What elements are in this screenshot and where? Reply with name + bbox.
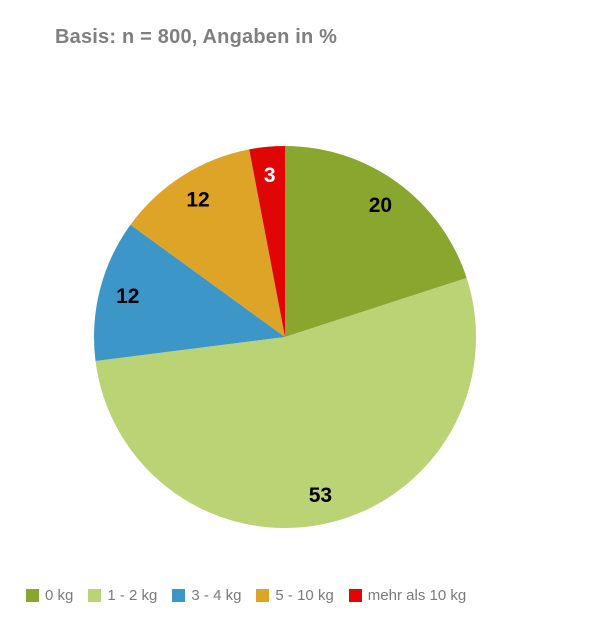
legend-swatch-icon xyxy=(348,589,362,602)
chart-legend: 0 kg 1 - 2 kg 3 - 4 kg 5 - 10 kg mehr als 10… xyxy=(26,587,466,604)
legend-label: 3 - 4 kg xyxy=(191,587,242,604)
legend-label: 1 - 2 kg xyxy=(107,587,158,604)
slice-value-label: 3 xyxy=(264,164,276,187)
slice-value-label: 20 xyxy=(369,194,392,217)
legend-label: 0 kg xyxy=(45,587,74,604)
pie-slice-3---4-kg xyxy=(94,224,285,361)
slice-value-label: 12 xyxy=(186,188,209,211)
legend-item-0-kg: 0 kg xyxy=(26,587,73,604)
legend-label: 5 - 10 kg xyxy=(275,587,334,604)
legend-swatch-icon xyxy=(88,589,102,602)
chart-title: Basis: n = 800, Angaben in % xyxy=(55,26,338,48)
legend-label: mehr als 10 kg xyxy=(367,587,467,604)
slice-value-label: 12 xyxy=(116,285,139,308)
pie-slice-1---2-kg xyxy=(95,277,477,529)
legend-item-mehr-als-10-kg: mehr als 10 kg xyxy=(348,587,467,604)
pie-slice-mehr-als-10-kg xyxy=(249,146,285,337)
legend-swatch-icon xyxy=(172,589,186,602)
legend-swatch-icon xyxy=(26,589,39,602)
legend-item-5---10-kg: 5 - 10 kg xyxy=(256,587,334,604)
pie-slice-5---10-kg xyxy=(130,149,285,337)
slice-value-label: 53 xyxy=(309,484,332,507)
legend-item-1---2-kg: 1 - 2 kg xyxy=(88,587,157,604)
legend-item-3---4-kg: 3 - 4 kg xyxy=(172,587,241,604)
pie-slice-0-kg xyxy=(285,146,467,337)
legend-swatch-icon xyxy=(256,589,270,602)
